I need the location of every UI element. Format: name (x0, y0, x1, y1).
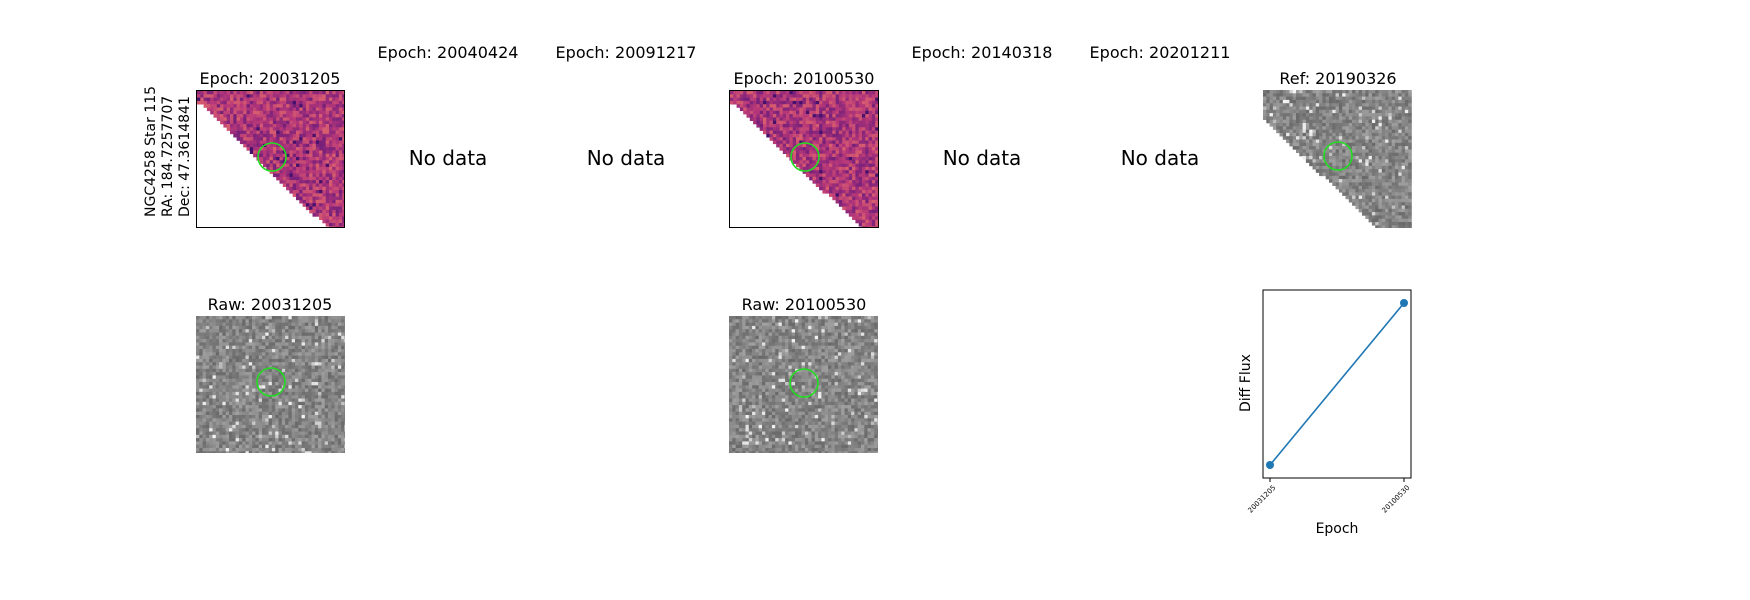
aperture-circle (1323, 141, 1353, 171)
no-data-20040424: No data (408, 146, 488, 170)
raw-image-20100530 (729, 316, 878, 453)
reference-image (1263, 90, 1412, 228)
pixel-layer (197, 91, 344, 227)
epoch-title-4: Epoch: 20100530 (733, 69, 875, 88)
lightcurve-chart: 20031205 20100530 (1230, 285, 1430, 545)
target-ra: RA: 184.7257707 (160, 95, 176, 217)
pixel-layer (730, 91, 878, 227)
raw-image-20031205 (196, 316, 345, 453)
chart-xlabel: Epoch (1315, 521, 1359, 537)
epoch-title-3: Epoch: 20091217 (555, 43, 697, 62)
chart-ylabel: Diff Flux (1238, 354, 1254, 412)
target-info: NGC4258 Star 115 RA: 184.7257707 Dec: 47… (143, 86, 194, 217)
epoch-title-6: Epoch: 20201211 (1089, 43, 1231, 62)
epoch-title-5: Epoch: 20140318 (911, 43, 1053, 62)
aperture-circle (790, 142, 820, 172)
aperture-circle (256, 367, 286, 397)
series-line (1269, 302, 1405, 466)
no-data-20091217: No data (586, 146, 666, 170)
data-point-20100530 (1400, 299, 1408, 307)
x-tick-label-20031205: 20031205 (1247, 484, 1278, 515)
no-data-20201211: No data (1120, 146, 1200, 170)
raw-title-1: Raw: 20031205 (207, 295, 333, 314)
pixel-layer (196, 316, 345, 453)
target-dec: Dec: 47.3614841 (177, 96, 193, 217)
ref-title: Ref: 20190326 (1279, 69, 1397, 88)
target-name: NGC4258 Star 115 (143, 85, 159, 217)
data-point-20031205 (1266, 461, 1274, 469)
diff-image-20100530 (729, 90, 879, 228)
aperture-circle (789, 368, 819, 398)
raw-title-2: Raw: 20100530 (741, 295, 867, 314)
no-data-20140318: No data (942, 146, 1022, 170)
epoch-title-2: Epoch: 20040424 (377, 43, 519, 62)
diff-image-20031205 (196, 90, 345, 228)
epoch-title-1: Epoch: 20031205 (199, 69, 341, 88)
pixel-layer (729, 316, 878, 453)
pixel-layer (1263, 90, 1412, 228)
aperture-circle (257, 142, 287, 172)
x-tick-label-20100530: 20100530 (1381, 484, 1412, 515)
